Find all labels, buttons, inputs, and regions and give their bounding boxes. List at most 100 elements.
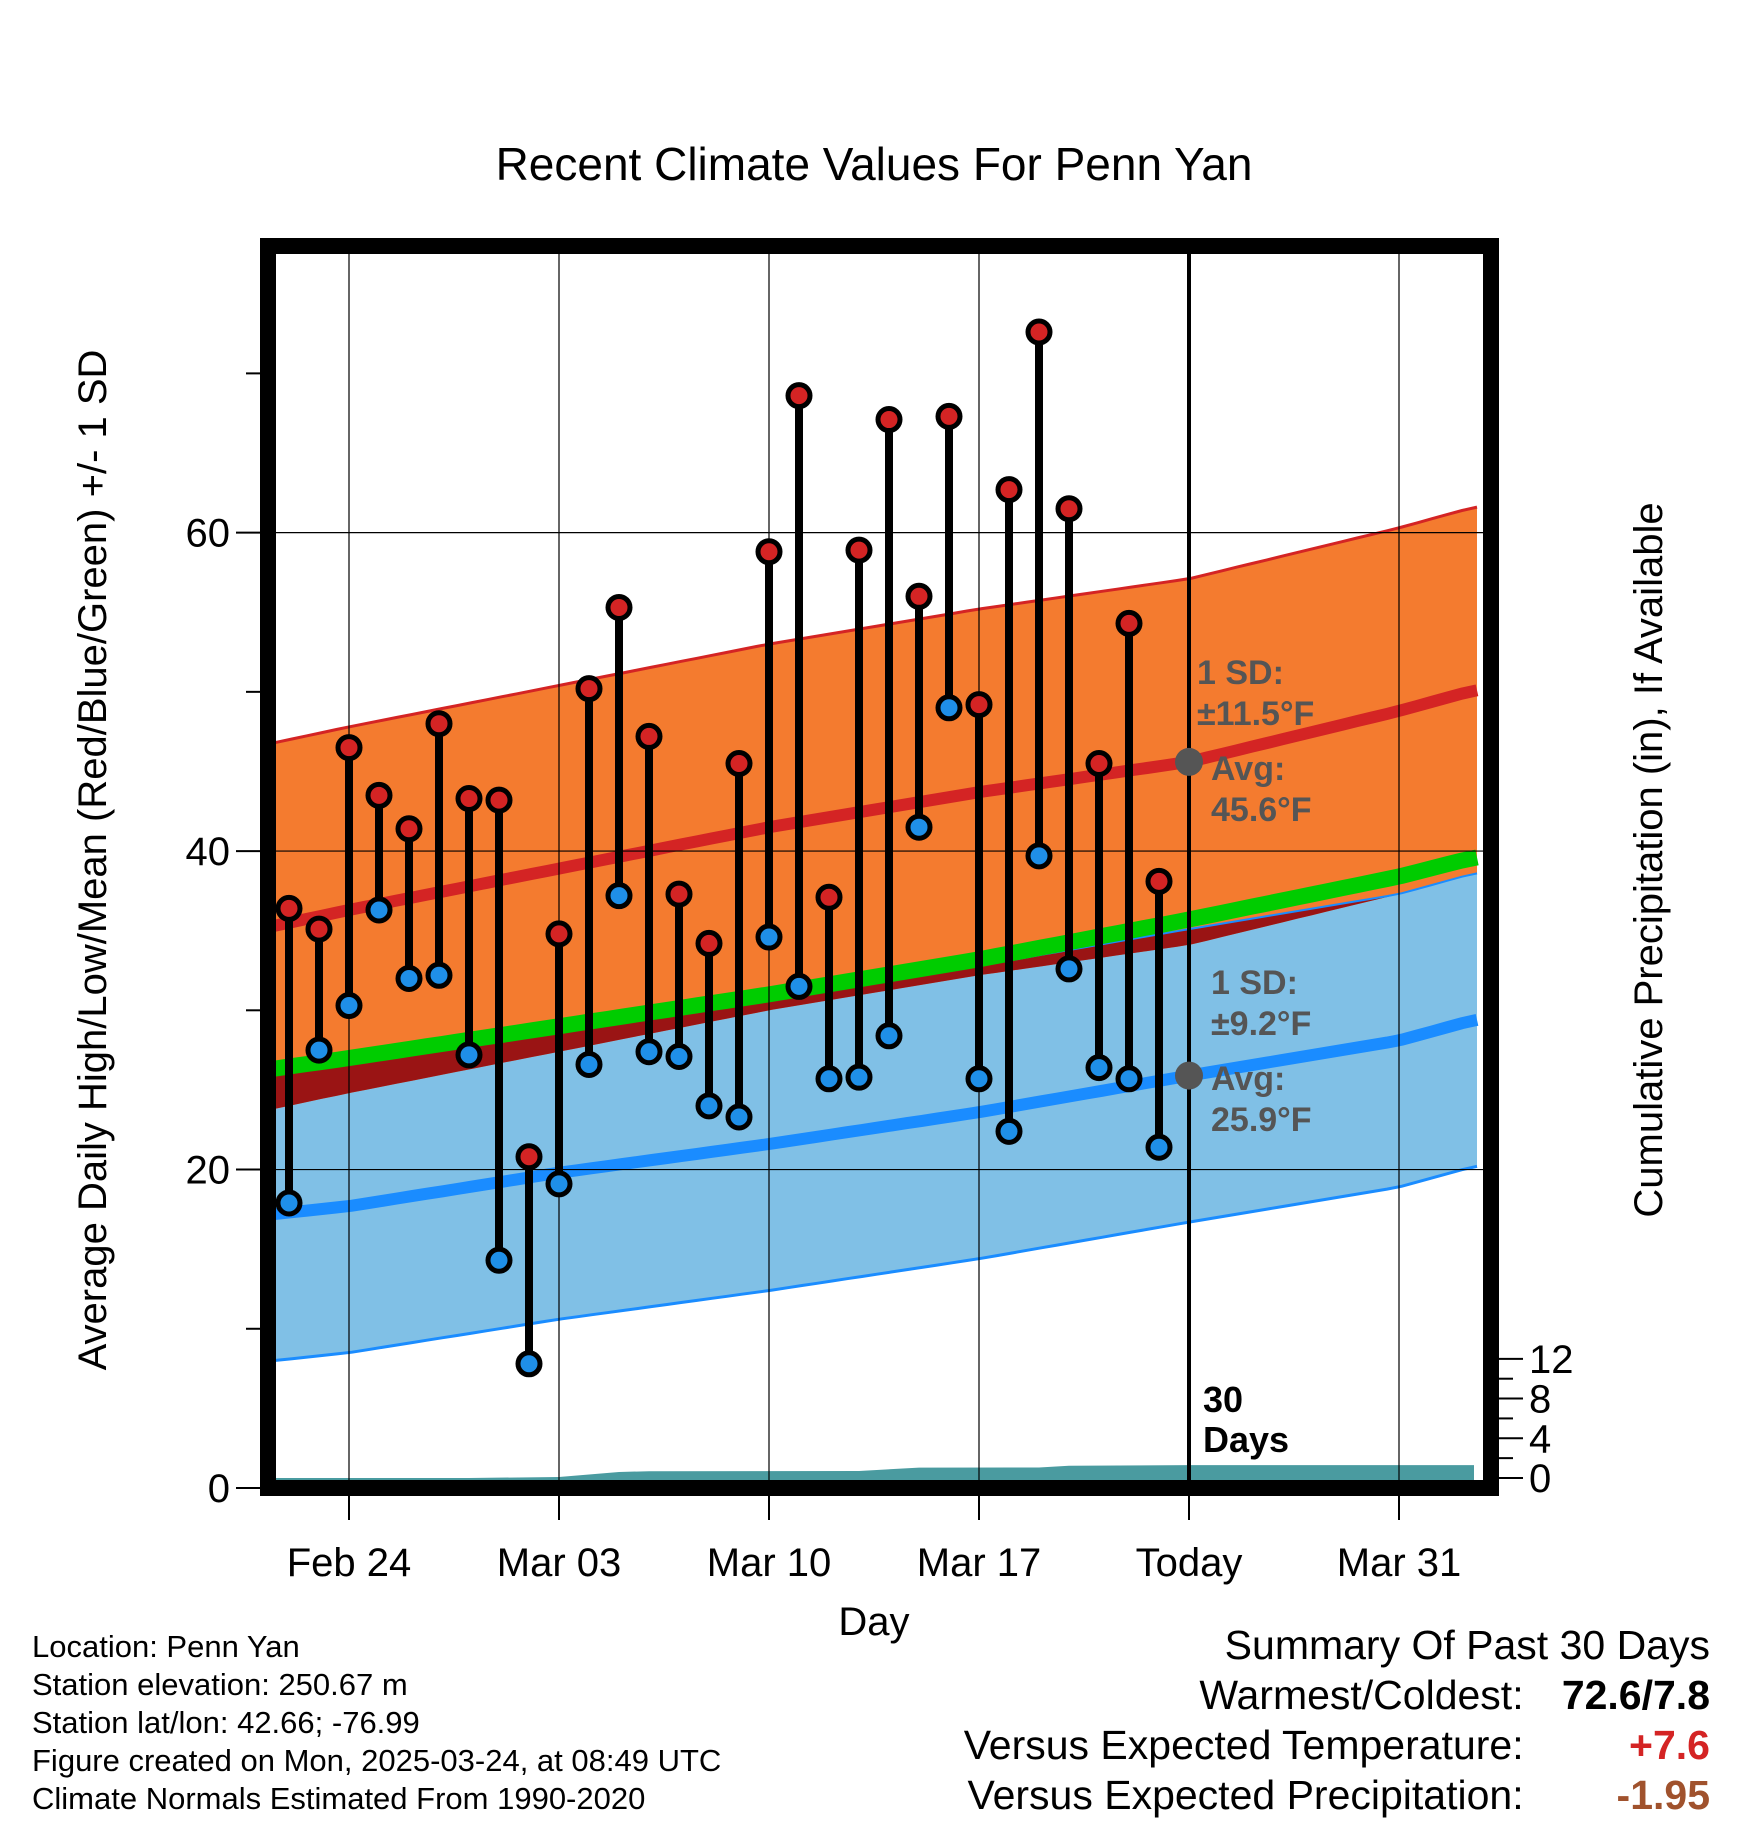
obs-high-point — [1085, 750, 1113, 777]
obs-low-point — [395, 964, 423, 992]
warmest-value: 72.6/7.8 — [1561, 1672, 1710, 1718]
today-days-word: Days — [1203, 1419, 1289, 1460]
low-avg-line — [268, 1014, 1479, 1221]
obs-high-point — [1145, 867, 1173, 895]
obs-high-point — [485, 786, 513, 814]
info-latlon: Station lat/lon: 42.66; -76.99 — [32, 1705, 420, 1740]
y2-tick-label: 4 — [1529, 1417, 1551, 1461]
obs-high-point — [575, 675, 603, 703]
summary-precip-row: Versus Expected Precipitation: -1.95 — [964, 1770, 1711, 1820]
obs-low-point — [515, 1350, 543, 1378]
obs-low-point — [965, 1065, 993, 1093]
high-avg-label: Avg: — [1211, 750, 1285, 788]
obs-high-point — [1055, 495, 1083, 523]
obs-high-point — [335, 734, 363, 762]
high-avg-value: 45.6°F — [1211, 791, 1312, 829]
obs-low-point — [845, 1063, 873, 1091]
summary-warmest-row: Warmest/Coldest: 72.6/7.8 — [964, 1670, 1710, 1720]
obs-low-point — [935, 694, 963, 722]
today-high-avg-marker — [1175, 747, 1203, 776]
low-sd-lower-edge — [268, 1164, 1478, 1363]
obs-low-point — [1055, 955, 1083, 983]
today-low-avg-marker — [1175, 1061, 1203, 1090]
obs-low-point — [695, 1092, 723, 1120]
info-location: Location: Penn Yan — [32, 1629, 300, 1664]
x-tick-label: Today — [1136, 1541, 1243, 1585]
obs-high-point — [1115, 609, 1143, 637]
obs-high-point — [905, 582, 933, 610]
y-tick-label: 0 — [208, 1467, 230, 1511]
obs-low-point — [575, 1050, 603, 1078]
info-elevation: Station elevation: 250.67 m — [32, 1667, 408, 1702]
x-tick-label: Mar 03 — [497, 1541, 622, 1585]
obs-low-point — [665, 1042, 693, 1070]
warmest-label: Warmest/Coldest: — [1199, 1672, 1524, 1718]
summary-temp-row: Versus Expected Temperature: +7.6 — [964, 1720, 1710, 1770]
obs-high-point — [455, 785, 483, 813]
low-avg-value: 25.9°F — [1211, 1101, 1312, 1139]
info-created: Figure created on Mon, 2025-03-24, at 08… — [32, 1743, 722, 1778]
obs-high-point — [275, 894, 303, 922]
y2-axis-label: Cumulative Precipitation (in), If Availa… — [1627, 502, 1671, 1217]
obs-low-point — [905, 813, 933, 841]
high-sd-value: ±11.5°F — [1197, 695, 1314, 733]
obs-low-point — [365, 896, 393, 924]
temp-departure-value: +7.6 — [1629, 1722, 1710, 1768]
obs-low-point — [785, 972, 813, 1000]
obs-low-point — [305, 1036, 333, 1064]
low-avg-label: Avg: — [1211, 1060, 1285, 1098]
info-normals: Climate Normals Estimated From 1990-2020 — [32, 1781, 646, 1816]
low-sd-value: ±9.2°F — [1211, 1005, 1311, 1043]
obs-high-point — [935, 402, 963, 430]
obs-low-point — [275, 1189, 303, 1217]
obs-low-point — [1025, 842, 1053, 870]
obs-low-point — [755, 923, 783, 951]
obs-high-point — [695, 929, 723, 957]
obs-high-point — [605, 593, 633, 621]
obs-low-point — [425, 961, 453, 989]
low-sd-label: 1 SD: — [1211, 964, 1298, 1002]
obs-high-point — [1025, 318, 1053, 346]
daily-observations — [275, 318, 1173, 1378]
summary-panel: Summary Of Past 30 Days Warmest/Coldest:… — [964, 1620, 1710, 1820]
plot-frame — [260, 238, 1499, 1496]
obs-high-point — [305, 915, 333, 943]
obs-high-point — [875, 406, 903, 434]
obs-low-point — [635, 1038, 663, 1066]
obs-low-point — [725, 1103, 753, 1131]
y2-tick-label: 12 — [1529, 1338, 1574, 1382]
x-tick-label: Feb 24 — [287, 1541, 412, 1585]
obs-low-point — [485, 1246, 513, 1274]
temp-departure-label: Versus Expected Temperature: — [963, 1722, 1524, 1768]
precip-departure-label: Versus Expected Precipitation: — [967, 1772, 1524, 1818]
y-axis-label: Average Daily High/Low/Mean (Red/Blue/Gr… — [71, 350, 115, 1371]
y2-tick-label: 0 — [1529, 1457, 1551, 1501]
high-sd-label: 1 SD: — [1197, 654, 1284, 692]
obs-low-point — [605, 882, 633, 910]
y-tick-label: 40 — [186, 830, 231, 874]
obs-high-point — [545, 920, 573, 948]
sd-overlap-band — [268, 873, 1477, 1111]
obs-low-point — [545, 1170, 573, 1198]
obs-high-point — [665, 880, 693, 908]
x-tick-label: Mar 10 — [707, 1541, 832, 1585]
obs-low-point — [1115, 1065, 1143, 1093]
station-info: Location: Penn Yan Station elevation: 25… — [32, 1628, 721, 1818]
today-days-number: 30 — [1203, 1379, 1243, 1420]
obs-low-point — [455, 1041, 483, 1069]
y-tick-label: 60 — [186, 512, 231, 556]
y2-tick-label: 8 — [1529, 1378, 1551, 1422]
obs-low-point — [875, 1022, 903, 1050]
obs-low-point — [1145, 1133, 1173, 1161]
obs-high-point — [365, 781, 393, 809]
obs-low-point — [1085, 1054, 1113, 1082]
x-tick-label: Mar 31 — [1337, 1541, 1462, 1585]
obs-low-point — [995, 1117, 1023, 1145]
obs-high-point — [515, 1143, 543, 1171]
obs-high-point — [995, 476, 1023, 504]
obs-low-point — [335, 992, 363, 1020]
obs-high-point — [725, 750, 753, 777]
